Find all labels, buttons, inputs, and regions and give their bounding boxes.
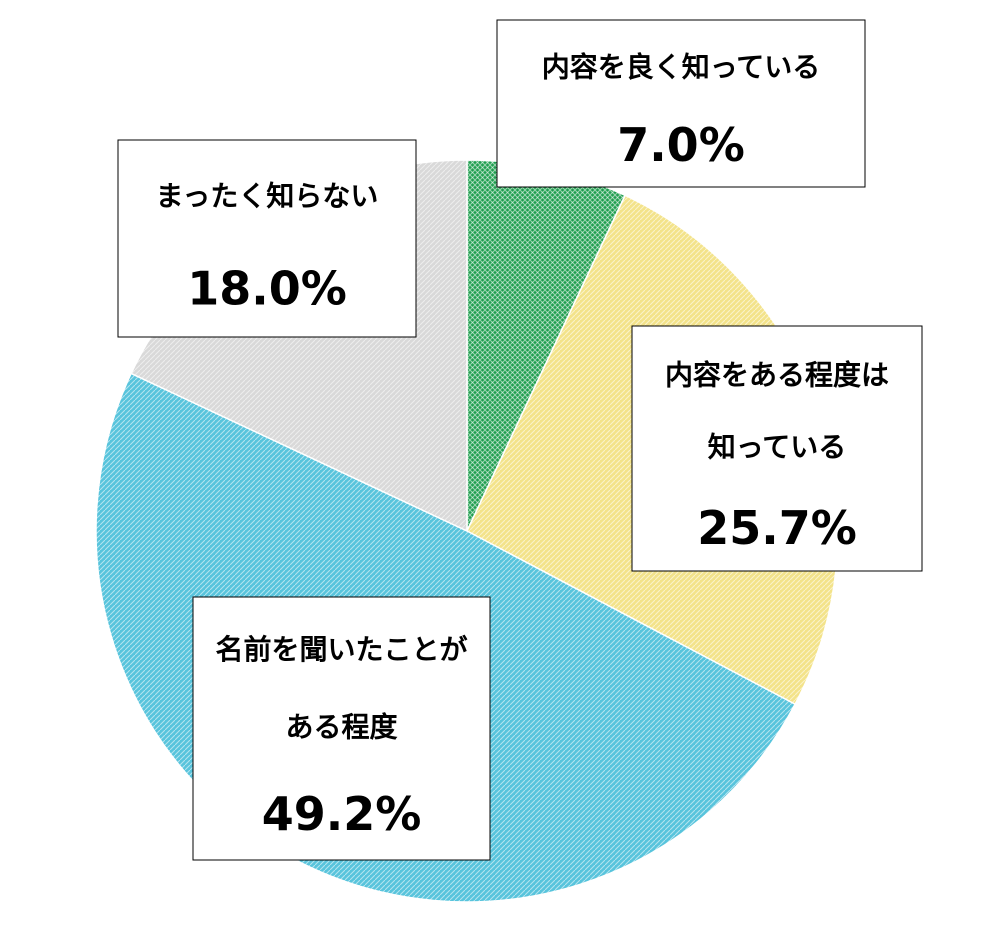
label-box [192, 596, 491, 861]
value-label: 25.7% [697, 501, 857, 555]
category-label: 知っている [708, 431, 847, 464]
category-label: 内容を良く知っている [542, 51, 821, 84]
category-label: 名前を聞いたことが [215, 633, 467, 666]
value-label: 7.0% [617, 118, 745, 172]
label-box [117, 139, 417, 338]
category-label: まったく知らない [156, 179, 379, 212]
label-box [496, 19, 866, 188]
value-label: 49.2% [262, 787, 422, 841]
category-label: 内容をある程度は [665, 358, 889, 391]
label-box [631, 325, 923, 572]
category-label: ある程度 [285, 711, 397, 744]
value-label: 18.0% [187, 261, 347, 315]
